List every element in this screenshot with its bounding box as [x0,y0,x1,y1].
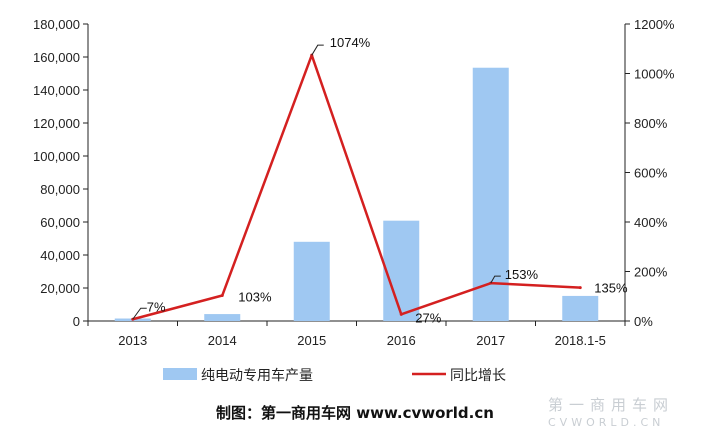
x-tick-label: 2018.1-5 [555,333,606,348]
data-labels: 7% 103% 1074% 27% 153% 135% [132,35,628,325]
y-left-tick-label: 80,000 [40,182,80,197]
y-right-tick-label: 1200% [634,17,675,32]
growth-label-2018.1-5: 135% [594,281,628,296]
chart-caption: 制图：第一商用车网 www.cvworld.cn [216,404,494,422]
legend-label-line: 同比增长 [450,368,506,384]
bar-series [114,67,599,321]
growth-point-2018.1-5 [578,286,582,290]
leader-2017 [490,275,501,284]
leader-2015 [311,44,324,56]
bar-2014 [204,314,241,321]
axes: 0 20,000 40,000 60,000 80,000 100,000 120,000 1… [33,17,675,348]
y-left-tick-label: 60,000 [40,215,80,230]
y-right-tick-label: 400% [634,215,668,230]
y-right-tick-label: 200% [634,265,668,280]
watermark: 第一商用车网 CVWORLD.CN [548,396,674,429]
growth-line [132,53,581,321]
y-left-tick-label: 0 [73,314,80,329]
watermark-line1: 第一商用车网 [548,396,674,414]
y-left-tick-label: 160,000 [33,50,80,65]
y-right-tick-label: 800% [634,116,668,131]
bar-2017 [472,67,509,321]
growth-label-2015: 1074% [330,35,371,50]
growth-point-2016 [399,312,403,316]
bar-2015 [293,241,330,321]
x-tick-label: 2015 [297,333,326,348]
y-left-tick-label: 140,000 [33,83,80,98]
y-left-tick-label: 40,000 [40,248,80,263]
x-tick-label: 2017 [476,333,505,348]
x-tick-label: 2014 [208,333,237,348]
x-tick-label: 2016 [387,333,416,348]
y-left-tick-label: 100,000 [33,149,80,164]
growth-label-2014: 103% [238,290,272,305]
y-right-tick-label: 1000% [634,67,675,82]
legend: 纯电动专用车产量 同比增长 [163,367,506,384]
growth-label-2016: 27% [415,310,441,325]
y-left-tick-label: 180,000 [33,17,80,32]
bar-2018.1-5 [562,295,599,321]
watermark-line2: CVWORLD.CN [548,416,664,429]
legend-swatch-bar [163,368,197,380]
growth-point-2014 [220,294,224,298]
leader-2013 [132,307,147,320]
legend-label-bar: 纯电动专用车产量 [201,367,313,384]
y-left-tick-label: 20,000 [40,281,80,296]
growth-label-2017: 153% [505,267,539,282]
y-left-tick-label: 120,000 [33,116,80,131]
growth-label-2013: 7% [147,299,166,314]
bar-2016 [383,220,420,321]
x-tick-label: 2013 [118,333,147,348]
y-right-tick-label: 600% [634,166,668,181]
y-right-tick-label: 0% [634,314,653,329]
